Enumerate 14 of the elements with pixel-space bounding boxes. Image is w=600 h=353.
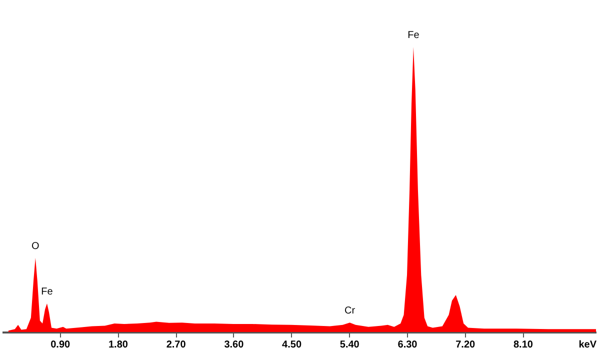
x-tick-label: 4.50 [282, 340, 302, 350]
x-axis-title: keV [578, 340, 597, 350]
x-tick-label: 7.20 [456, 340, 476, 350]
x-tick-label: 2.70 [166, 340, 186, 350]
annotation: Fe [408, 30, 420, 41]
x-tick-label: 1.80 [108, 340, 128, 350]
x-tick-label: 8.10 [513, 340, 534, 350]
annotation: Fe [41, 286, 54, 298]
annotation: O [32, 240, 40, 252]
x-tick-label: 0.90 [50, 340, 71, 350]
x-tick-label: 3.60 [224, 340, 244, 350]
x-tick-label: 5.40 [340, 340, 360, 350]
annotation: Cr [344, 306, 356, 317]
x-tick-label: 6.30 [398, 340, 418, 350]
